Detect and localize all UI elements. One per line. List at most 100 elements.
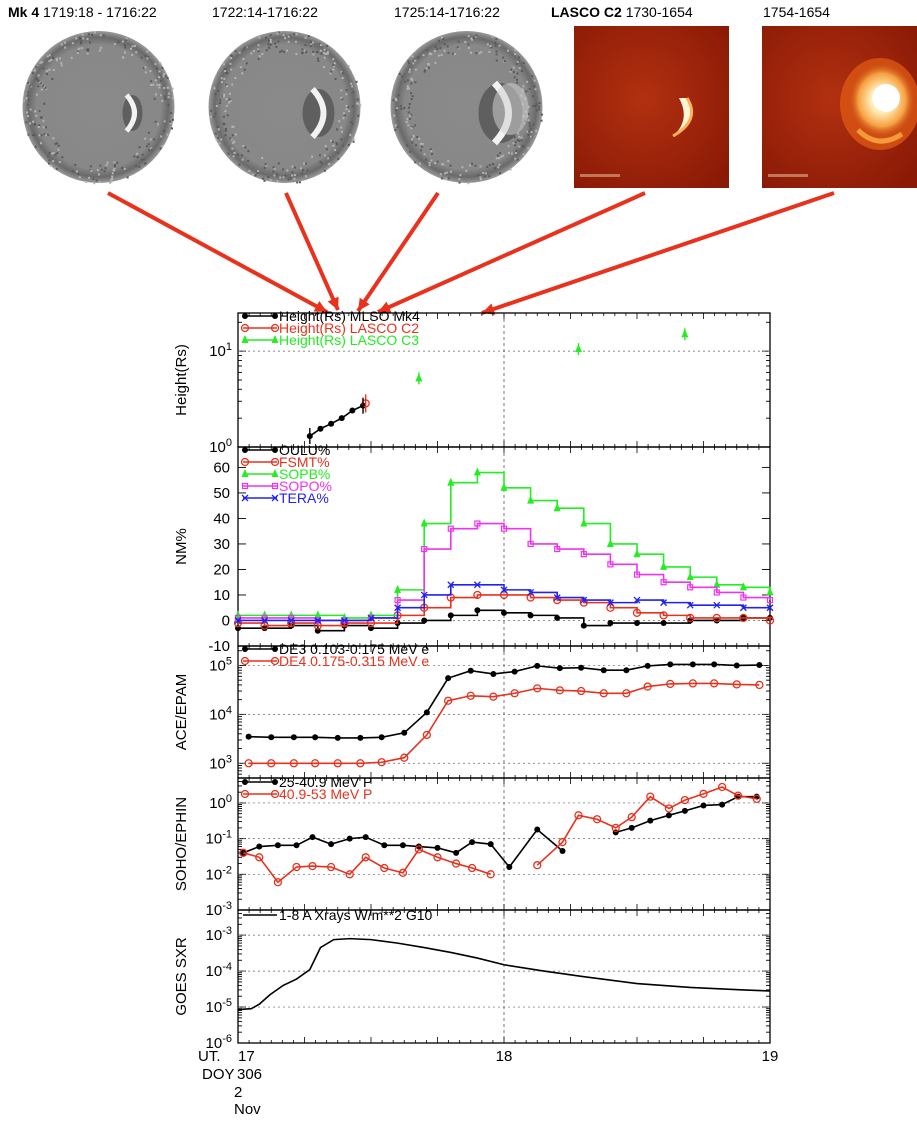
noise-speck	[38, 124, 41, 127]
legend-label: DE3 0.103-0.175 MeV e	[279, 641, 429, 657]
noise-speck	[399, 104, 402, 107]
noise-speck	[323, 154, 326, 157]
noise-speck	[34, 145, 37, 148]
noise-speck	[26, 115, 29, 118]
data-point	[268, 734, 275, 741]
noise-speck	[39, 61, 42, 64]
noise-speck	[55, 57, 58, 60]
noise-speck	[324, 52, 327, 55]
noise-speck	[159, 94, 162, 97]
noise-speck	[408, 70, 411, 73]
data-point	[362, 834, 369, 841]
data-point	[451, 859, 461, 868]
noise-speck	[133, 155, 136, 158]
legend-label: Height(Rs) LASCO C2	[279, 320, 419, 336]
noise-speck	[41, 116, 44, 119]
noise-speck	[216, 125, 219, 128]
noise-speck	[46, 55, 49, 58]
noise-speck	[340, 70, 343, 73]
data-point	[599, 689, 608, 698]
noise-speck	[518, 139, 521, 142]
noise-speck	[293, 177, 296, 180]
noise-speck	[48, 162, 51, 165]
legend-entry: Height(Rs) MLSO Mk4	[242, 308, 420, 324]
data-point	[240, 323, 250, 333]
data-point	[244, 759, 253, 768]
noise-speck	[110, 180, 113, 183]
noise-speck	[526, 130, 529, 133]
noise-speck	[272, 170, 275, 173]
noise-speck	[135, 51, 138, 54]
noise-speck	[220, 138, 223, 141]
solar-image-5: 1754-1654	[762, 4, 917, 188]
data-point	[420, 518, 428, 527]
noise-speck	[265, 164, 268, 167]
noise-speck	[471, 162, 474, 165]
noise-speck	[357, 102, 360, 105]
noise-speck	[480, 51, 483, 54]
data-point	[242, 447, 248, 453]
data-point	[333, 759, 342, 768]
noise-speck	[48, 54, 51, 57]
noise-speck	[98, 181, 101, 184]
noise-speck	[282, 50, 285, 53]
data-point	[415, 843, 422, 850]
doy-value: 306	[237, 1066, 262, 1083]
noise-speck	[31, 72, 34, 75]
noise-speck	[337, 151, 340, 154]
data-point	[401, 729, 408, 736]
data-point	[272, 447, 278, 453]
noise-speck	[540, 119, 543, 122]
noise-speck	[87, 49, 90, 52]
data-point	[686, 613, 695, 623]
data-point	[633, 571, 641, 578]
y-axis-label: ACE/EPAM	[173, 674, 190, 750]
legend-entry: TERA%	[241, 490, 329, 506]
legend-label: Height(Rs) MLSO Mk4	[279, 308, 420, 324]
noise-speck	[477, 174, 480, 177]
noise-speck	[392, 99, 395, 102]
noise-speck	[479, 178, 482, 181]
noise-speck	[71, 170, 74, 173]
data-point	[241, 482, 249, 490]
noise-speck	[60, 64, 63, 67]
series-line	[238, 609, 770, 632]
noise-speck	[150, 83, 153, 86]
pointer-arrow	[377, 191, 646, 314]
noise-speck	[124, 46, 127, 49]
noise-speck	[53, 167, 56, 170]
noise-speck	[475, 52, 478, 55]
data-point	[686, 601, 694, 609]
noise-speck	[442, 38, 445, 41]
noise-speck	[520, 139, 523, 142]
noise-speck	[267, 175, 270, 178]
data-point	[556, 665, 563, 672]
data-point	[422, 730, 432, 740]
noise-speck	[421, 143, 424, 146]
noise-speck	[99, 164, 102, 167]
noise-speck	[533, 85, 536, 88]
data-point	[309, 834, 316, 841]
data-point	[473, 581, 481, 589]
noise-speck	[228, 101, 231, 104]
noise-speck	[70, 56, 73, 59]
noise-speck	[410, 98, 413, 101]
noise-speck	[275, 173, 278, 176]
noise-speck	[113, 169, 116, 172]
noise-speck	[332, 64, 335, 67]
legend-label: SOPB%	[279, 466, 330, 482]
y-tick-label: 10-1	[206, 829, 232, 848]
noise-speck	[147, 56, 150, 59]
data-point	[713, 589, 720, 596]
noise-speck	[93, 31, 96, 34]
noise-speck	[495, 38, 498, 41]
data-point	[474, 607, 481, 614]
noise-speck	[269, 43, 272, 46]
noise-speck	[520, 136, 523, 139]
data-point	[447, 581, 455, 589]
noise-speck	[323, 51, 326, 54]
noise-speck	[79, 42, 82, 45]
noise-speck	[317, 59, 320, 62]
data-point	[554, 614, 561, 621]
